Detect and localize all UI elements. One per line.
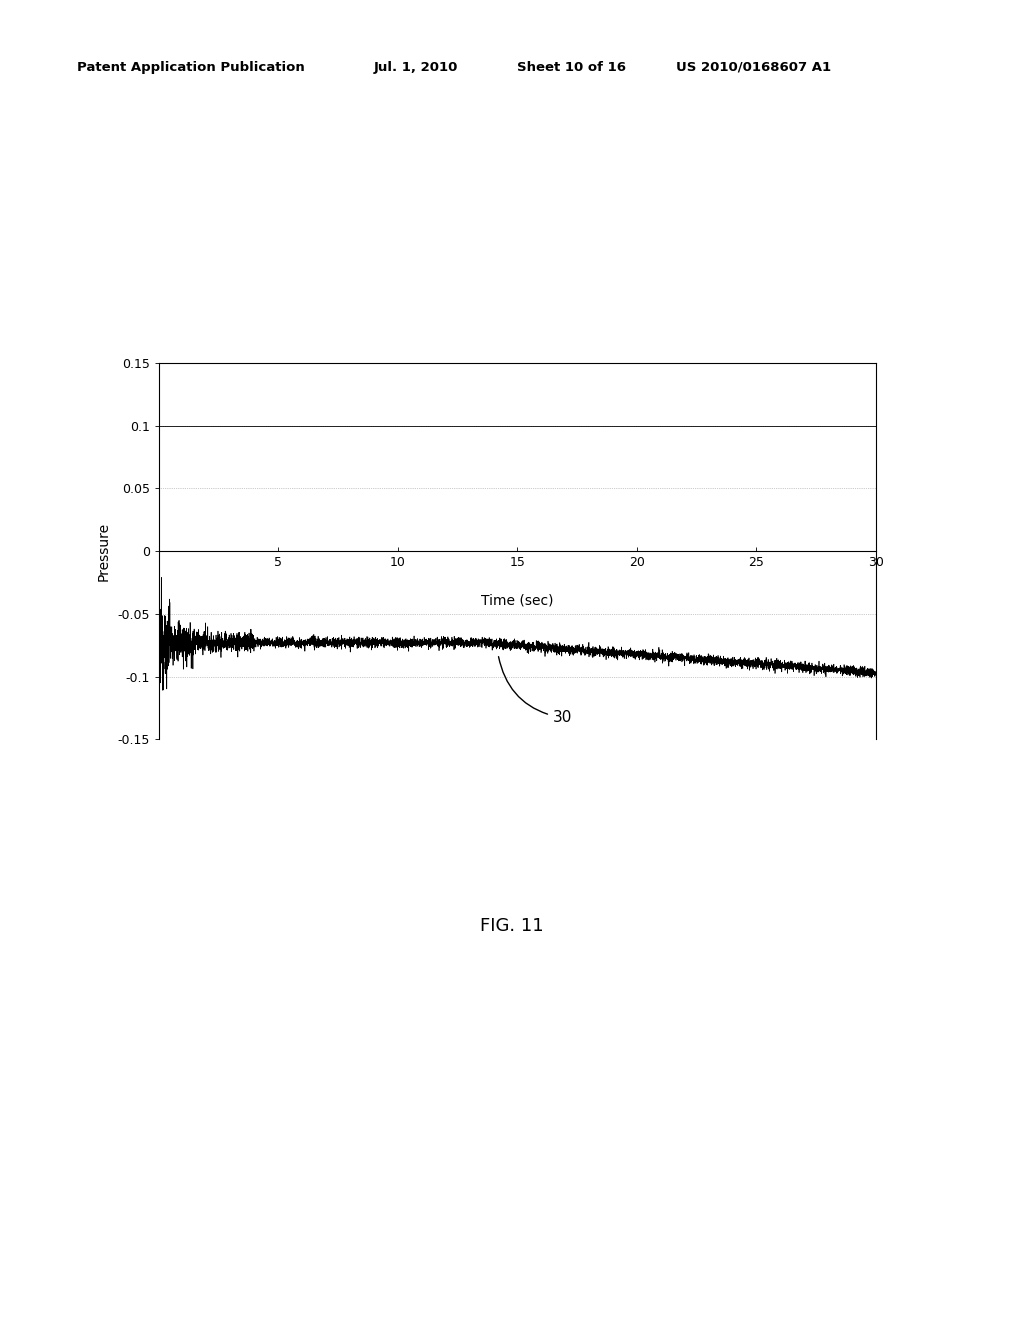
Text: Patent Application Publication: Patent Application Publication [77, 61, 304, 74]
X-axis label: Time (sec): Time (sec) [481, 594, 553, 609]
Text: US 2010/0168607 A1: US 2010/0168607 A1 [676, 61, 830, 74]
Text: FIG. 11: FIG. 11 [480, 916, 544, 935]
Text: Jul. 1, 2010: Jul. 1, 2010 [374, 61, 458, 74]
Text: 30: 30 [499, 656, 572, 726]
Text: Sheet 10 of 16: Sheet 10 of 16 [517, 61, 626, 74]
Y-axis label: Pressure: Pressure [96, 521, 111, 581]
